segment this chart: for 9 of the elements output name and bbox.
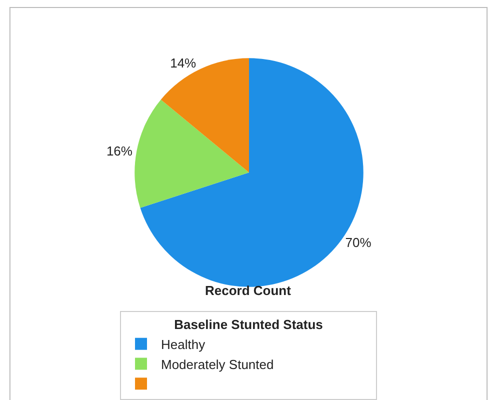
legend-title: Baseline Stunted Status (174, 316, 323, 332)
legend-label: Moderately Stunted (161, 356, 274, 372)
pie-slice (160, 58, 249, 172)
data-label: 14% (170, 55, 197, 70)
data-label: 70% (345, 234, 372, 250)
text: Record Count (205, 283, 292, 298)
data-label: 16% (106, 143, 133, 158)
pie-slice (134, 100, 249, 208)
legend-label: Healthy (161, 336, 206, 352)
